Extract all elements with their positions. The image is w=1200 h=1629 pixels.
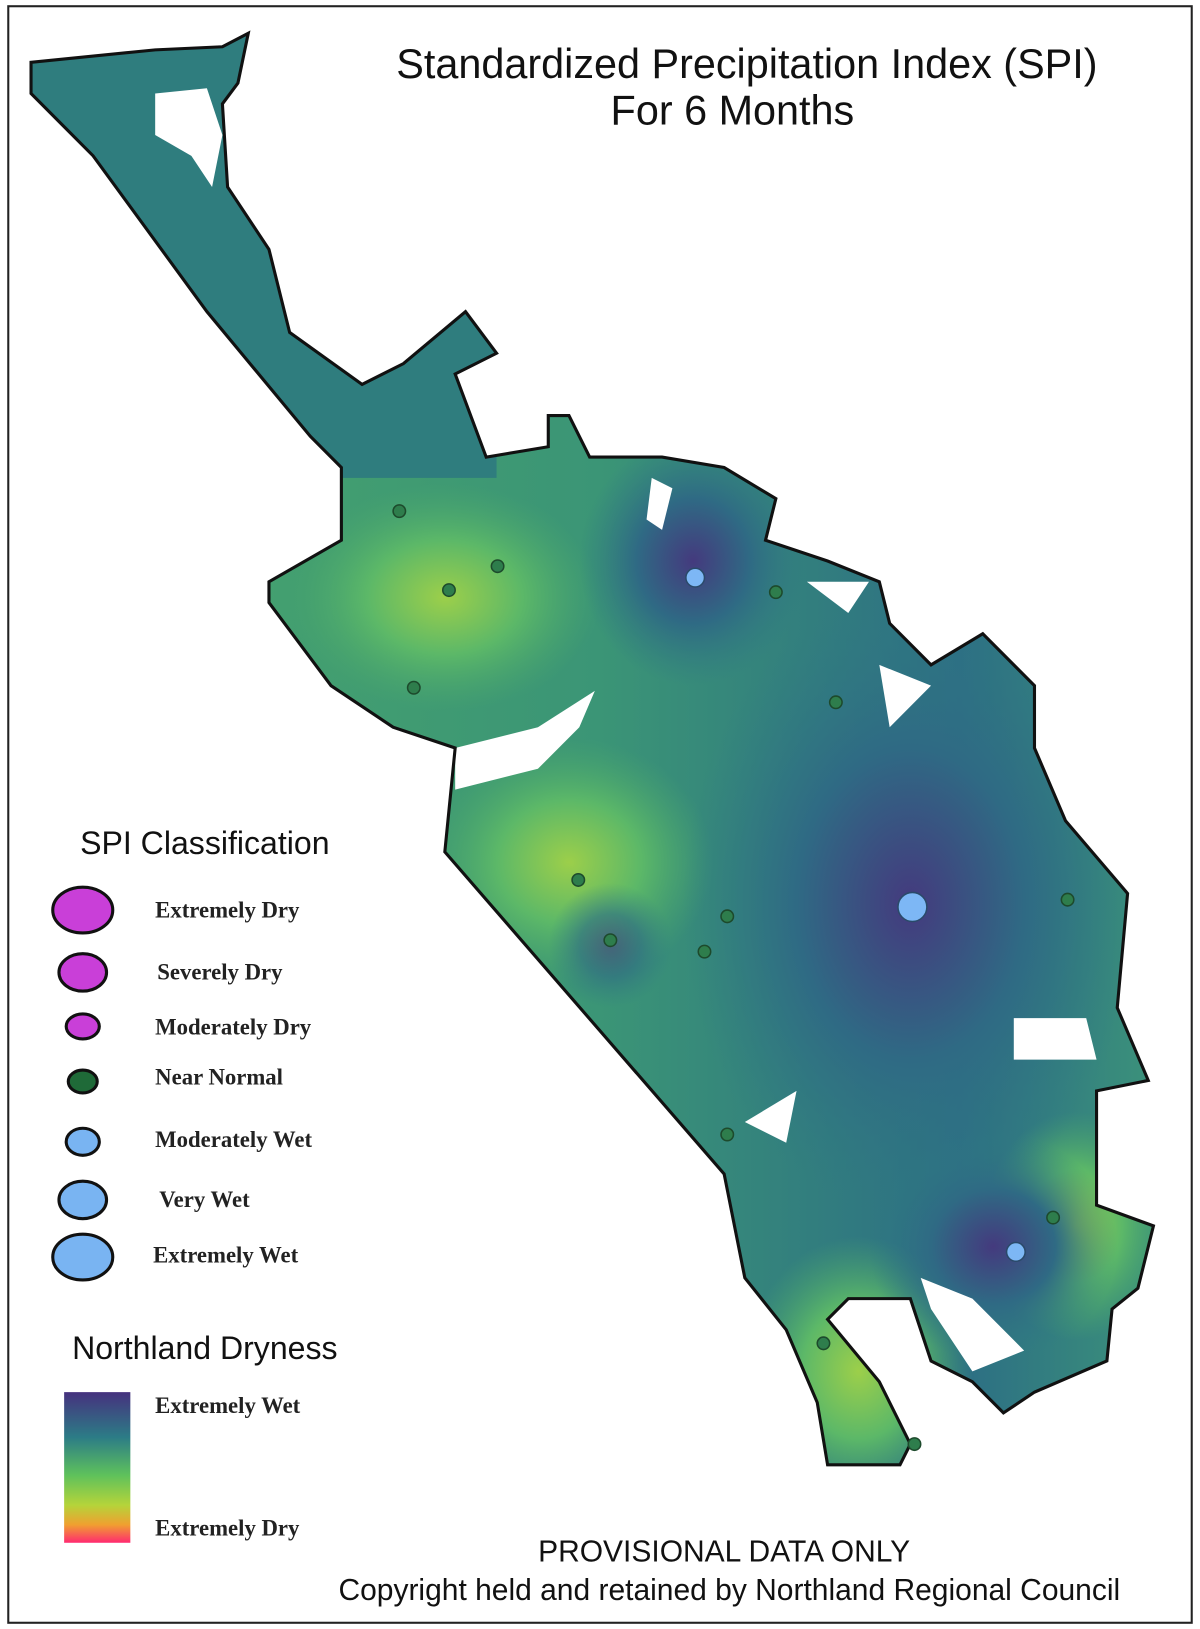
legend-label: Moderately Dry [155, 1015, 312, 1040]
footer: PROVISIONAL DATA ONLY [538, 1535, 910, 1568]
footer: Copyright held and retained by Northland… [338, 1574, 1120, 1607]
title: For 6 Months [611, 87, 855, 134]
legend-symbols [51, 885, 115, 1282]
legend-label: Extremely Wet [153, 1242, 298, 1267]
legend-title: SPI Classification [80, 825, 329, 861]
legend-label: Moderately Wet [155, 1127, 312, 1152]
legend-label: Extremely Dry [155, 897, 300, 922]
color-bar-label: Extremely Dry [155, 1515, 300, 1540]
legend-label: Near Normal [155, 1065, 283, 1090]
title: Standardized Precipitation Index (SPI) [396, 40, 1097, 87]
color-bar-label: Extremely Wet [155, 1393, 300, 1418]
legend-label: Severely Dry [157, 960, 283, 985]
stations [392, 504, 1075, 1452]
color-bar [64, 1392, 131, 1543]
legend-title: Northland Dryness [72, 1330, 337, 1366]
legend-label: Very Wet [159, 1187, 250, 1212]
